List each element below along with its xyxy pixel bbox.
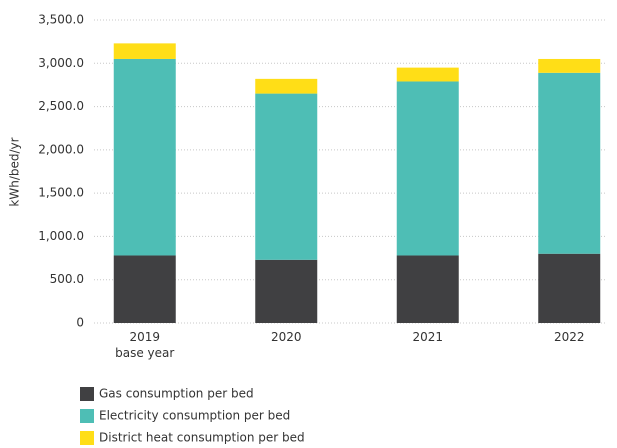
bar-segment (255, 78, 318, 94)
x-tick-label: 2020 (270, 330, 302, 344)
legend-label: Electricity consumption per bed (99, 409, 290, 423)
bar-segment (538, 253, 601, 323)
legend-label: District heat consumption per bed (99, 431, 305, 445)
legend-swatch (80, 387, 94, 401)
bar-segment (396, 81, 459, 256)
legend-label: Gas consumption per bed (99, 387, 254, 401)
y-tick-label: 1,000.0 (38, 229, 84, 243)
y-tick-label: 1,500.0 (38, 186, 84, 200)
y-tick-label: 2,000.0 (38, 142, 84, 156)
bar-segment (255, 259, 318, 323)
bar-segment (538, 58, 601, 73)
bar-segment (113, 43, 176, 59)
y-tick-label: 3,500.0 (38, 13, 84, 27)
y-tick-label: 2,500.0 (38, 99, 84, 113)
x-tick-label: 2021 (412, 330, 444, 344)
bar-segment (113, 58, 176, 256)
bar-segment (538, 72, 601, 254)
x-tick-label: 2022 (553, 330, 585, 344)
bar-segment (396, 255, 459, 323)
bar-segment (396, 67, 459, 82)
legend-swatch (80, 431, 94, 445)
bar-segment (255, 93, 318, 260)
y-axis-label: kWh/bed/yr (8, 137, 22, 206)
bar-segment (113, 255, 176, 323)
y-tick-label: 0 (76, 316, 84, 330)
legend-swatch (80, 409, 94, 423)
y-tick-label: 500.0 (50, 272, 84, 286)
x-tick-label: 2019 base year (115, 330, 175, 360)
y-tick-label: 3,000.0 (38, 56, 84, 70)
